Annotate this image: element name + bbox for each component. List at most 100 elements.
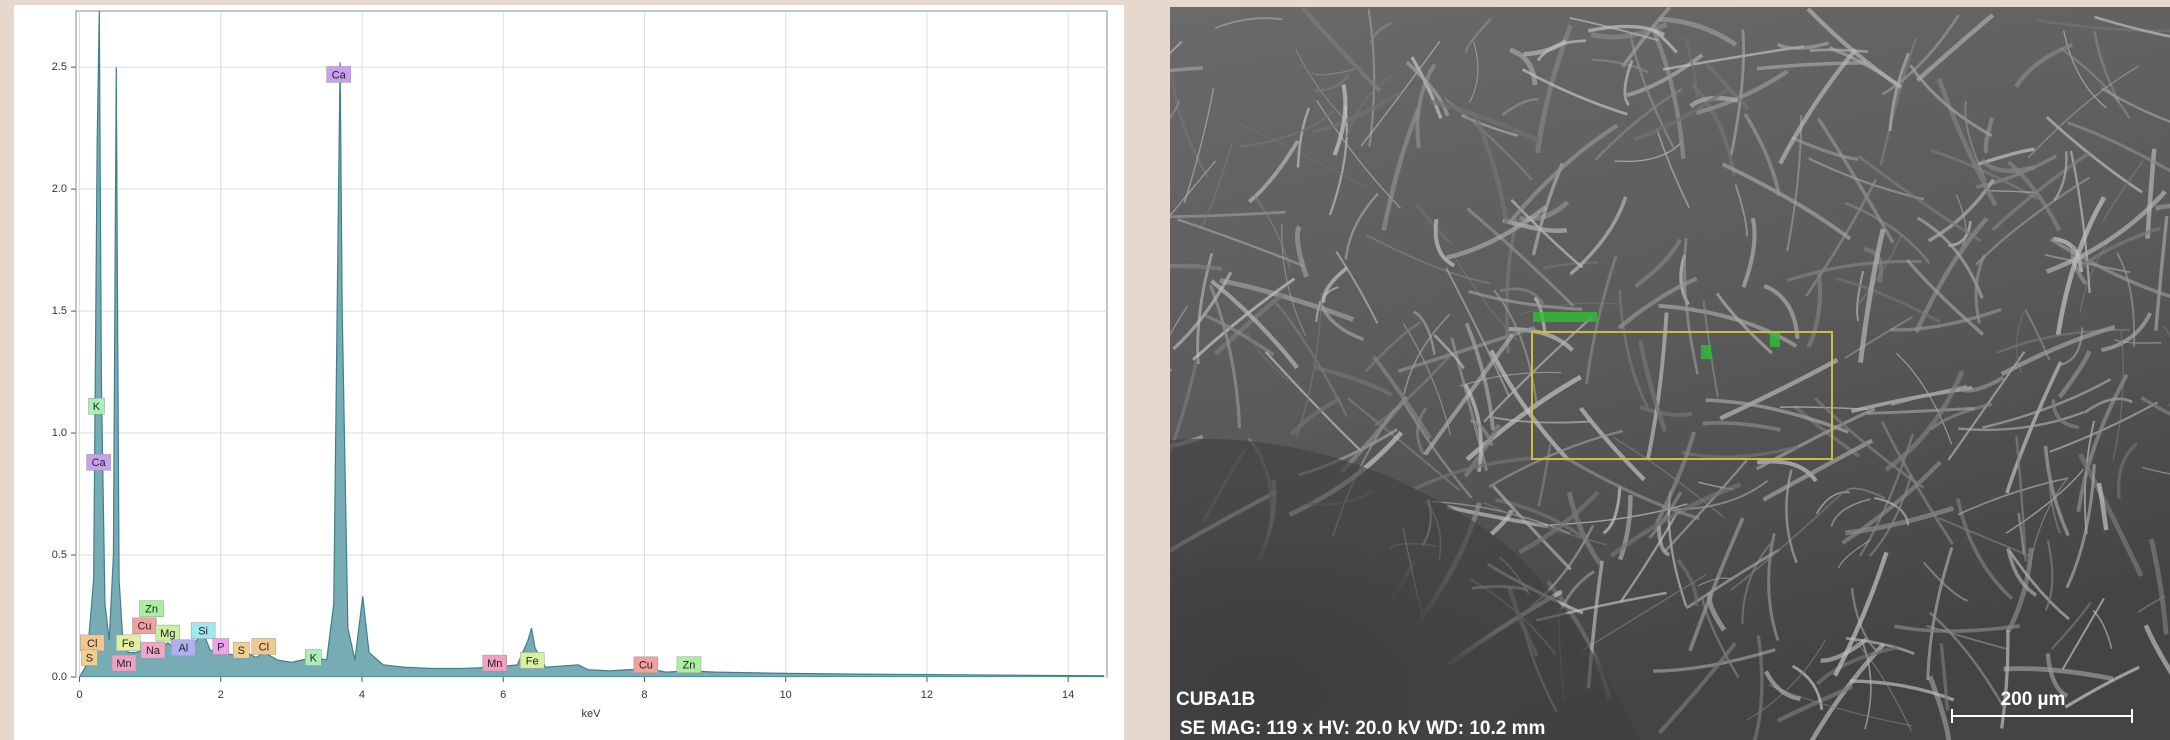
fiber	[2065, 464, 2096, 589]
fiber	[1335, 250, 1379, 324]
fiber	[2066, 121, 2170, 173]
fiber	[2101, 87, 2170, 123]
fiber	[1413, 456, 1532, 491]
element-label: Fe	[122, 638, 135, 650]
fiber	[1415, 407, 1428, 456]
fiber	[1405, 60, 1450, 117]
fiber	[1613, 437, 1724, 518]
element-label: Cu	[137, 621, 151, 633]
fiber	[1914, 217, 1989, 334]
fiber	[1621, 7, 1672, 68]
fiber	[1372, 355, 1433, 440]
fiber	[2083, 397, 2133, 414]
fiber	[1764, 670, 1801, 701]
fiber	[1275, 302, 1349, 418]
fiber	[1170, 305, 1189, 337]
fiber	[1518, 490, 1600, 555]
sem-image: CUBA1B SE MAG: 119 x HV: 20.0 kV WD: 10.…	[1170, 7, 2170, 740]
fiber	[2043, 445, 2070, 537]
fiber	[1806, 271, 1823, 349]
fiber	[1653, 648, 1776, 673]
fiber	[2049, 401, 2158, 453]
fiber	[1314, 365, 1393, 397]
element-label-box	[232, 641, 250, 659]
fiber	[1980, 158, 2036, 174]
fiber	[1743, 113, 1782, 197]
fiber	[1756, 60, 1866, 71]
fiber	[2060, 47, 2131, 119]
fiber	[1617, 494, 1633, 561]
y-tick-label: 0.0	[52, 671, 67, 683]
fiber	[1311, 68, 1356, 76]
fiber	[1463, 423, 1502, 478]
fiber	[1964, 101, 1987, 181]
fiber	[1543, 261, 1599, 270]
fiber	[1489, 349, 1570, 461]
element-label-box	[676, 656, 702, 674]
fiber	[1776, 41, 1830, 50]
fiber	[1927, 675, 1952, 740]
fiber	[2006, 547, 2038, 597]
fiber	[1816, 645, 1898, 686]
element-label: Zn	[145, 604, 158, 616]
fiber	[1867, 406, 1975, 415]
fiber	[2061, 597, 2105, 670]
fiber	[1566, 491, 1603, 566]
fiber	[1633, 87, 1730, 142]
x-axis-label: keV	[582, 708, 602, 720]
fiber	[1171, 77, 1210, 179]
fiber	[1626, 53, 1704, 98]
element-label: Zn	[683, 660, 696, 672]
fiber	[1955, 194, 1967, 246]
element-label: S	[86, 652, 93, 664]
fiber	[1433, 218, 1456, 268]
fiber	[2000, 324, 2116, 377]
fiber	[1468, 41, 1479, 103]
element-label-box	[140, 641, 166, 659]
fiber	[1656, 524, 1671, 557]
fiber	[2064, 665, 2140, 709]
fiber	[1295, 48, 1345, 120]
fiber	[1719, 357, 1839, 421]
fiber	[1488, 429, 1623, 488]
fiber	[1172, 271, 1233, 351]
x-tick-label: 6	[500, 689, 506, 701]
fiber	[1905, 258, 1985, 336]
fiber	[1294, 225, 1309, 278]
element-label: K	[93, 401, 101, 413]
fiber	[1956, 498, 2014, 601]
fiber	[2051, 399, 2080, 430]
fiber	[1843, 487, 1886, 500]
fiber	[1734, 183, 1748, 237]
fiber	[1445, 267, 1511, 397]
fiber	[1778, 48, 1858, 165]
element-label: Mg	[160, 628, 175, 640]
fiber	[1767, 532, 1780, 641]
fiber	[1459, 371, 1562, 387]
fiber	[1170, 41, 1183, 55]
fiber	[1623, 60, 1634, 107]
fiber	[1569, 196, 1628, 276]
element-label: Cl	[87, 638, 97, 650]
fiber	[1785, 469, 1798, 564]
fiber	[1805, 178, 1878, 297]
fiber	[1537, 443, 1552, 507]
element-label: Ca	[92, 457, 107, 469]
fiber	[1991, 151, 2090, 232]
element-label: P	[217, 641, 224, 653]
fiber	[1756, 459, 1818, 483]
fiber	[1853, 639, 1912, 732]
element-label-box	[251, 638, 277, 655]
fiber	[1958, 411, 2085, 432]
element-label: K	[310, 652, 318, 664]
fiber	[1681, 444, 1799, 459]
fiber	[2015, 436, 2027, 562]
element-label: Na	[146, 645, 161, 657]
fiber	[2005, 361, 2063, 494]
fiber	[2051, 601, 2092, 650]
element-label-box	[116, 634, 141, 652]
fiber	[2044, 540, 2054, 611]
element-label: S	[238, 645, 245, 657]
point-marker	[1701, 345, 1711, 359]
fiber	[1344, 192, 1379, 260]
